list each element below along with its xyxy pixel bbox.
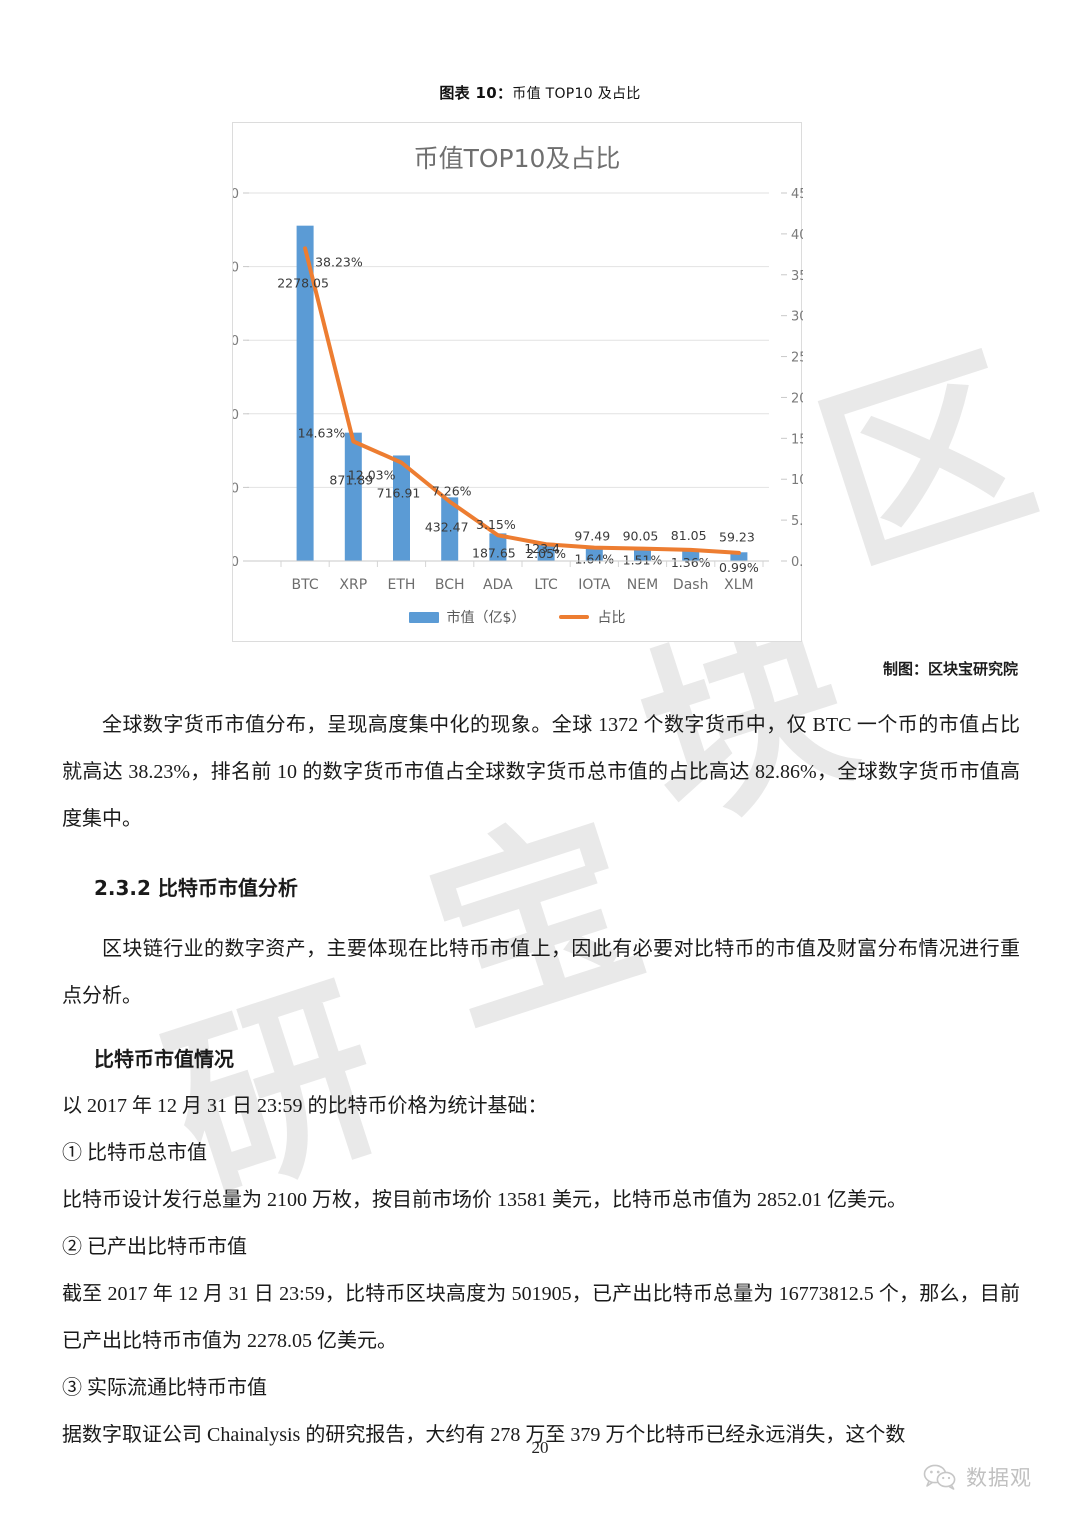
paragraph-mined-market-cap-detail: 截至 2017 年 12 月 31 日 23:59，比特币区块高度为 50190… <box>62 1283 1020 1352</box>
paragraph-market-cap-distribution: 全球数字货币市值分布，呈现高度集中化的现象。全球 1372 个数字货币中，仅 B… <box>62 714 1020 830</box>
category-label: IOTA <box>578 577 611 593</box>
y-axis-right-tick: 35.00% <box>791 269 803 284</box>
paragraph-circulating-market-cap-detail: 据数字取证公司 Chainalysis 的研究报告，大约有 278 万至 379… <box>62 1424 906 1446</box>
category-label: BTC <box>292 577 319 593</box>
line-value-label: 14.63% <box>298 425 346 440</box>
legend-bar-swatch-icon <box>408 611 439 623</box>
bar-value-label: 187.65 <box>472 545 516 560</box>
y-axis-right-tick: 5.00% <box>791 514 803 529</box>
legend-line-swatch-icon <box>559 615 590 619</box>
chart-source-note: 制图：区块宝研究院 <box>882 660 1018 678</box>
section-heading-2-3-2: 2.3.2 比特币市值分析 <box>94 876 298 900</box>
bar-value-label: 81.05 <box>671 528 707 543</box>
page-number: 20 <box>531 1438 549 1457</box>
chart-container: 币值TOP10及占比 0 500 1000 1500 2000 2500 0.00% 5.0… <box>232 122 803 643</box>
line-value-label: 38.23% <box>315 254 363 269</box>
legend-label-market-cap: 市值（亿$） <box>446 610 526 626</box>
line-value-label: 12.03% <box>348 468 396 483</box>
line-value-label: 0.99% <box>719 560 759 575</box>
chart-bar <box>730 552 748 561</box>
y-axis-left-tick: 500 <box>233 481 239 496</box>
category-label: ADA <box>483 577 513 593</box>
y-axis-right-tick: 45.00% <box>791 187 803 202</box>
y-axis-right-tick: 10.00% <box>791 473 803 488</box>
category-label: Dash <box>673 577 709 593</box>
chart-axis-lines <box>247 560 769 567</box>
document-body: 全球数字货币市值分布，呈现高度集中化的现象。全球 1372 个数字货币中，仅 B… <box>62 702 1020 1459</box>
chart-bar <box>537 542 555 561</box>
category-label: XRP <box>339 577 367 593</box>
chart-bar <box>682 549 700 561</box>
category-label: LTC <box>534 577 558 593</box>
legend-label-share: 占比 <box>597 610 626 626</box>
y-axis-left-tick: 2500 <box>233 187 239 202</box>
category-label: XLM <box>724 577 753 593</box>
figure-caption-prefix: 图表 10： <box>439 84 513 102</box>
line-value-label: 1.51% <box>623 553 663 568</box>
y-axis-right-tick: 20.00% <box>791 391 803 406</box>
line-value-label: 7.26% <box>432 484 472 499</box>
y-axis-left-tick: 2000 <box>233 261 239 276</box>
y-axis-left-tick: 1500 <box>233 334 239 349</box>
y-axis-right-tick: 15.00% <box>791 432 803 447</box>
y-axis-right-tick: 40.00% <box>791 228 803 243</box>
bar-value-label: 123.4 <box>524 541 560 556</box>
subheading-bitcoin-market-cap: 比特币市值情况 <box>94 1047 234 1071</box>
line-value-label: 2.05% <box>526 546 566 561</box>
chart-legend: 市值（亿$） 占比 <box>233 607 801 627</box>
wechat-icon <box>923 1464 956 1490</box>
list-item-total-market-cap: ① 比特币总市值 <box>62 1142 207 1164</box>
bar-value-label: 432.47 <box>425 519 469 534</box>
bar-value-label: 716.91 <box>377 485 421 500</box>
chart-plot-area: 0 500 1000 1500 2000 2500 0.00% 5.00% 10.00% 15.… <box>233 123 803 643</box>
chart-bar <box>393 455 410 561</box>
bar-value-label: 90.05 <box>623 529 659 544</box>
chart-svg: 0 500 1000 1500 2000 2500 0.00% 5.00% 10.00% 15.… <box>233 187 803 593</box>
line-value-label: 3.15% <box>476 517 516 532</box>
chart-bars <box>296 225 748 561</box>
paragraph-statistical-basis: 以 2017 年 12 月 31 日 23:59 的比特币价格为统计基础： <box>62 1095 548 1117</box>
legend-item-share[interactable]: 占比 <box>559 607 625 627</box>
y-axis-left-tick: 0 <box>233 555 239 570</box>
y-axis-left-tick: 1000 <box>233 408 239 423</box>
paragraph-bitcoin-analysis-intro: 区块链行业的数字资产，主要体现在比特币市值上，因此有必要对比特币的市值及财富分布… <box>62 938 1020 1007</box>
list-item-mined-market-cap: ② 已产出比特币市值 <box>62 1236 247 1258</box>
brand-name: 数据观 <box>966 1466 1032 1490</box>
figure-caption: 图表 10：币值 TOP10 及占比 <box>0 0 1080 103</box>
chart-line-series <box>303 246 741 555</box>
chart-category-labels: BTC XRP ETH BCH ADA LTC IOTA NEM Dash XLM <box>292 577 754 593</box>
chart-y-axis-right-ticks: 0.00% 5.00% 10.00% 15.00% 20.00% 25.00% 30.00%… <box>781 187 803 570</box>
brand-footer: 数据观 <box>923 1462 1032 1492</box>
chart-bar <box>441 497 459 561</box>
paragraph-total-market-cap-detail: 比特币设计发行总量为 2100 万枚，按目前市场价 13581 美元，比特币总市… <box>62 1189 907 1211</box>
chart-line <box>303 246 741 555</box>
chart-bar <box>296 225 314 561</box>
list-item-circulating-market-cap: ③ 实际流通比特币市值 <box>62 1377 267 1399</box>
legend-item-market-cap[interactable]: 市值（亿$） <box>408 607 526 627</box>
chart-y-axis-left-ticks: 0 500 1000 1500 2000 2500 <box>233 187 249 570</box>
chart-line-value-labels: 38.23% 14.63% 12.03% 7.26% 3.15% 2.05% 1.64% 1.… <box>298 254 759 575</box>
chart-bar <box>344 432 362 561</box>
figure-caption-main: 币值 TOP10 及占比 <box>512 86 641 102</box>
chart-bar <box>634 547 651 561</box>
chart-bar <box>585 546 603 561</box>
chart-bar <box>489 533 507 561</box>
category-label: ETH <box>388 577 416 593</box>
y-axis-right-tick: 30.00% <box>791 310 803 325</box>
y-axis-right-tick: 25.00% <box>791 351 803 366</box>
bar-value-label: 871.89 <box>329 473 373 488</box>
category-label: NEM <box>627 577 658 593</box>
chart-gridlines <box>247 192 769 562</box>
bar-value-label: 97.49 <box>574 529 610 544</box>
category-label: BCH <box>435 577 465 593</box>
bar-value-label: 2278.05 <box>277 276 329 291</box>
bar-value-label: 59.23 <box>719 529 755 544</box>
line-value-label: 1.64% <box>574 552 614 567</box>
line-value-label: 1.36% <box>671 555 711 570</box>
chart-title: 币值TOP10及占比 <box>413 144 621 173</box>
y-axis-right-tick: 0.00% <box>791 555 803 570</box>
